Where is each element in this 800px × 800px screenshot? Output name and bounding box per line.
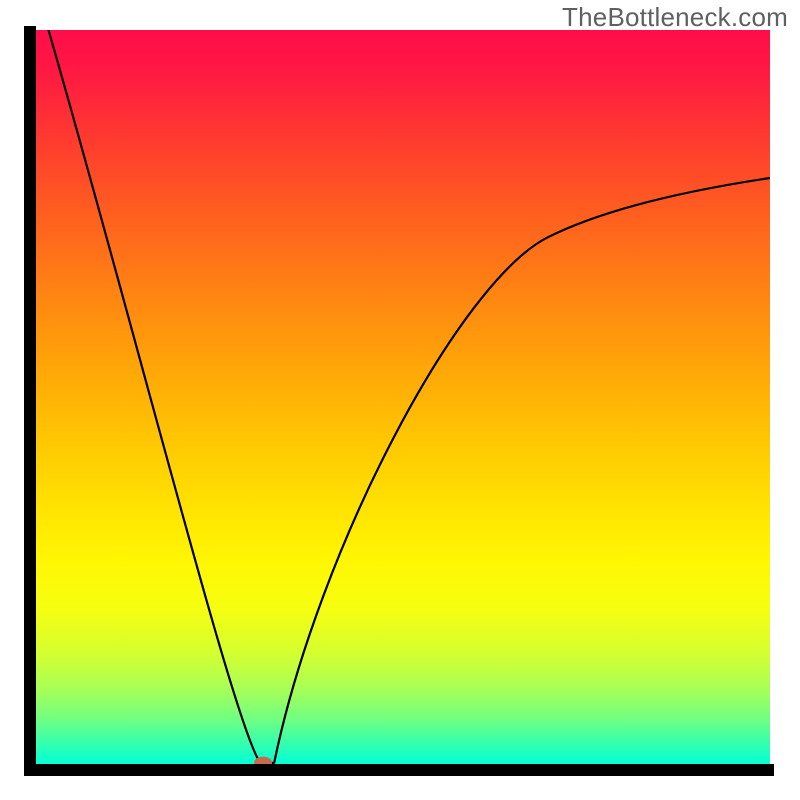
chart-container: TheBottleneck.com (0, 0, 800, 800)
axis-frame-layer (0, 0, 800, 800)
watermark-label: TheBottleneck.com (562, 2, 788, 33)
